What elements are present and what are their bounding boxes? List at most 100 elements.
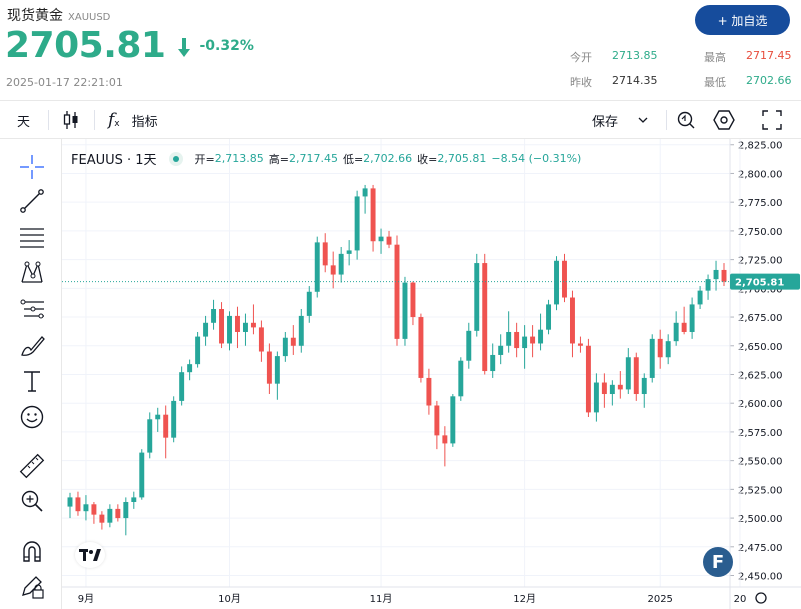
candle-body [665,341,671,358]
forecast-icon [20,299,44,319]
text-tool[interactable] [18,367,46,395]
y-tick-label: 2,675.00 [738,313,783,324]
visibility-dot-icon[interactable] [168,151,183,166]
magnet-tool[interactable] [18,537,46,565]
candle-body [250,322,256,328]
candle-body [242,322,248,332]
candle-body [163,414,169,438]
measure-tool[interactable] [18,452,46,480]
candle-body [274,356,280,384]
magnet-icon [23,541,41,562]
candle-body [131,497,137,502]
smiley-icon [20,405,44,429]
chart-toolbar: 天 f x 指标 保存 [0,100,801,139]
pencil-lock-icon [22,576,44,599]
brush-tool[interactable] [18,331,46,359]
candle-body [386,236,392,245]
forecast-tool[interactable] [18,295,46,323]
save-button[interactable]: 保存 [592,101,648,139]
chart-pane[interactable]: 2,825.00 2,800.00 2,775.00 2,750.00 2,725.00… [62,139,801,609]
candle-body [227,315,232,344]
candle-body [697,290,703,305]
candle-body [155,414,161,420]
y-tick-label: 2,450.00 [738,572,783,583]
candlestick-chart[interactable]: 2,825.00 2,800.00 2,775.00 2,750.00 2,725.00… [62,139,801,609]
candle-body [298,315,304,346]
candle-body [538,329,544,344]
x-tick-label: 12月 [513,593,536,605]
candle-body [649,338,655,378]
candle-body [402,282,408,339]
candle-body [123,501,129,519]
lock-drawing-tool[interactable] [18,572,46,600]
candle-body [378,236,384,242]
candle-body [482,263,488,372]
last-price: 2705.81 [5,25,166,66]
change-percent: -0.32% [199,37,254,54]
last-price-label: 2,705.81 [735,278,784,289]
settings-button[interactable] [713,101,735,139]
legend-symbol: FEAUUS · 1天 [71,153,157,168]
legend-low-label: 低= [342,152,364,166]
tradingview-logo[interactable] [75,542,105,568]
candle-body [203,322,209,337]
candle-body [354,196,360,251]
candle-body [99,514,105,523]
emoji-tool[interactable] [18,403,46,431]
candle-body [625,357,631,390]
candle-body [115,508,121,519]
candle-body [282,337,288,357]
crosshair-tool[interactable] [18,153,46,181]
pattern-tool[interactable] [18,259,46,287]
candle-body [506,331,512,346]
add-watchlist-button[interactable]: + 加自选 [695,5,790,35]
brush-icon [21,336,45,356]
price-row: 2705.81 -0.32% [5,25,254,66]
x-tick-label: 9月 [78,593,94,605]
interval-selector[interactable]: 天 [17,114,31,130]
text-icon [24,371,40,392]
candle-body [569,297,575,344]
fullscreen-button[interactable] [762,101,782,139]
candle-body [705,279,711,291]
y-tick-label: 2,625.00 [738,370,783,381]
legend-open-label: 开= [194,152,215,166]
y-tick-label: 2,500.00 [738,514,783,525]
candle-body [585,345,591,413]
x-tick-label: 11月 [370,593,393,605]
settings-gear-icon [713,110,735,130]
indicators-label: 指标 [131,114,158,130]
candle-body [593,382,599,413]
trend-line-tool[interactable] [18,187,46,215]
prev-close-label: 昨收 [570,76,592,89]
legend-open-value: 2,713.85 [214,152,264,165]
candle-body [577,343,583,346]
y-tick-label: 2,725.00 [738,256,783,267]
y-tick-label: 2,700.00 [738,284,783,295]
candle-body [362,188,368,197]
horizontal-lines-tool[interactable] [18,223,46,251]
candle-body [530,336,536,344]
axis-settings-icon[interactable] [755,592,767,604]
candle-body [314,242,320,292]
candle-body [330,265,336,275]
candle-body [633,357,639,395]
legend-close-label: 收= [417,152,438,166]
candle-type-button[interactable] [62,101,80,139]
quick-search-button[interactable] [676,101,696,139]
zoom-tool[interactable] [18,487,46,515]
candle-body [370,188,376,242]
ruler-icon [19,453,45,479]
x-tick-label: 2025 [647,594,672,605]
candle-body [418,317,424,378]
candle-body [147,419,153,453]
y-tick-label: 2,525.00 [738,485,783,496]
candle-body [139,452,145,498]
function-icon-x: x [114,119,120,129]
indicators-button[interactable]: f x 指标 [108,101,158,139]
candle-body [219,309,225,344]
candle-body [410,282,416,318]
save-label: 保存 [592,114,619,130]
brand-f-badge[interactable]: F [703,547,733,577]
instrument-name: 现货黄金 [7,8,63,24]
